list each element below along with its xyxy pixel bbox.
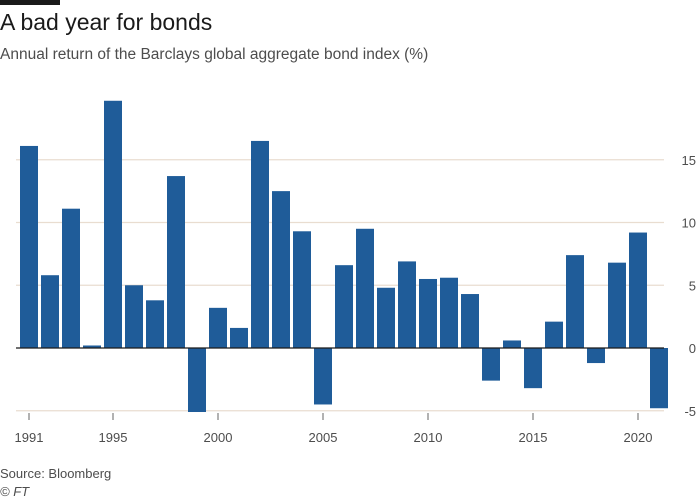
- chart-subtitle: Annual return of the Barclays global agg…: [0, 46, 429, 63]
- x-tick-label: 1991: [15, 430, 44, 445]
- source-note: Source: Bloomberg: [0, 466, 112, 481]
- x-axis-tick-labels: 1991 1995 2000 2005 2010 2015 2020: [15, 413, 653, 445]
- bar-2018: [587, 348, 605, 364]
- y-tick-label: -5: [684, 404, 696, 419]
- x-tick-label: 1995: [99, 430, 128, 445]
- bar-2014: [503, 340, 521, 348]
- y-tick-label: 5: [689, 278, 696, 293]
- bar-2001: [230, 327, 248, 348]
- bars: [20, 100, 668, 413]
- y-tick-label: 10: [682, 216, 696, 231]
- bar-2004: [293, 231, 311, 348]
- bar-1993: [62, 208, 80, 348]
- bar-2020: [629, 232, 647, 348]
- bar-2011: [440, 277, 458, 348]
- bar-1996: [125, 285, 143, 348]
- bar-2017: [566, 255, 584, 348]
- bar-2010: [419, 278, 437, 348]
- x-tick-label: 2000: [204, 430, 233, 445]
- bar-2000: [209, 307, 227, 348]
- x-tick-label: 2020: [624, 430, 653, 445]
- chart-title: A bad year for bonds: [0, 9, 213, 35]
- bar-2013: [482, 348, 500, 381]
- bar-2008: [377, 287, 395, 348]
- bar-2006: [335, 265, 353, 348]
- title-accent-rule: [0, 0, 60, 5]
- bar-2012: [461, 294, 479, 348]
- bar-1991: [20, 145, 38, 348]
- x-tick-label: 2005: [309, 430, 338, 445]
- x-tick-label: 2010: [414, 430, 443, 445]
- bar-2021: [650, 348, 668, 409]
- bar-2002: [251, 140, 269, 348]
- bar-2016: [545, 321, 563, 348]
- bar-1997: [146, 300, 164, 348]
- bar-2003: [272, 191, 290, 348]
- bar-1992: [41, 275, 59, 348]
- bar-2015: [524, 348, 542, 389]
- y-tick-label: 0: [689, 341, 696, 356]
- credit-note: © FT: [0, 484, 30, 499]
- bar-1994: [83, 345, 101, 348]
- x-tick-label: 2015: [519, 430, 548, 445]
- bar-2019: [608, 262, 626, 348]
- bar-1999: [188, 348, 206, 413]
- y-tick-label: 15: [682, 153, 696, 168]
- y-axis-tick-labels: -5 0 5 10 15: [682, 153, 696, 419]
- bar-2007: [356, 228, 374, 348]
- bar-1995: [104, 100, 122, 348]
- bar-2009: [398, 261, 416, 348]
- bar-1998: [167, 176, 185, 348]
- bar-2005: [314, 348, 332, 405]
